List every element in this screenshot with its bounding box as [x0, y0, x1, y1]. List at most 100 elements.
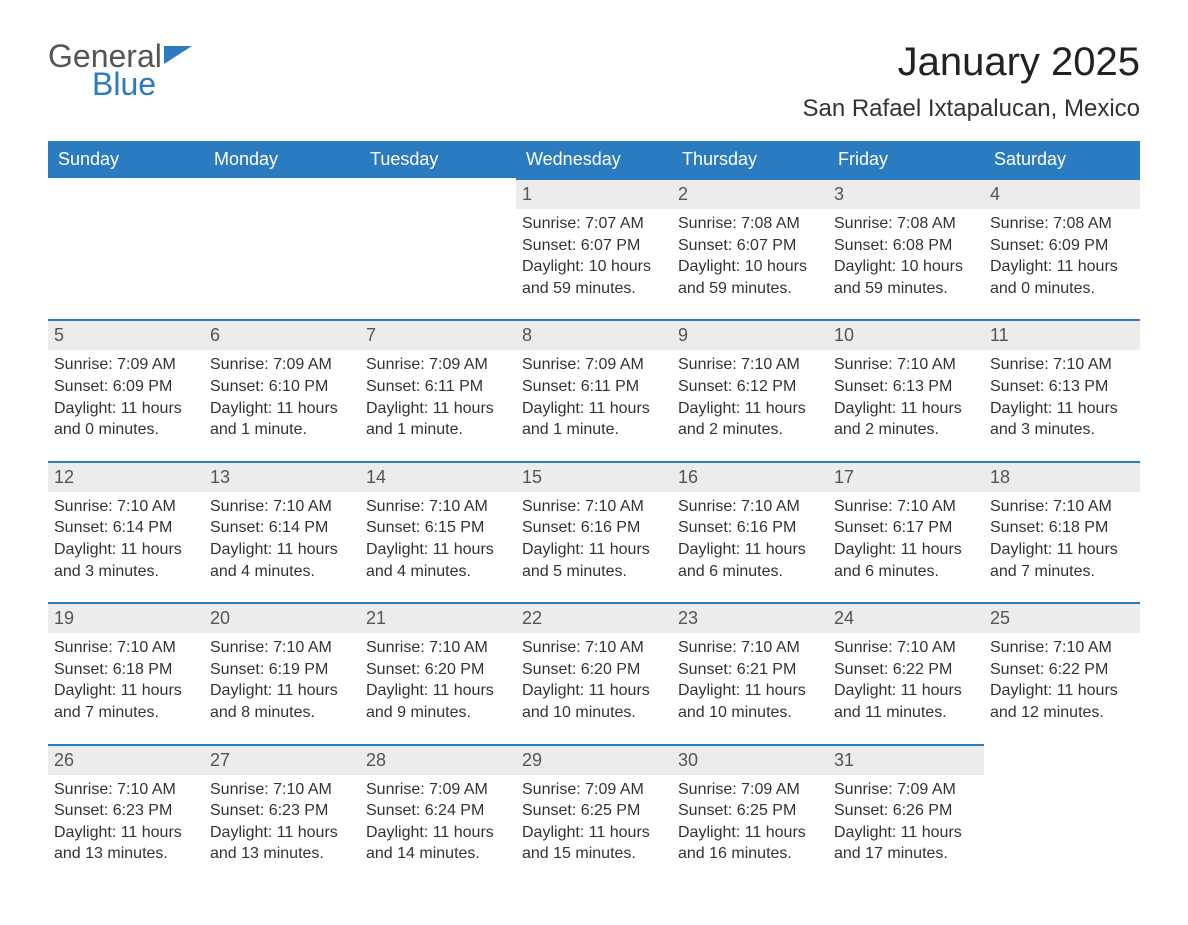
daylight-text: Daylight: 11 hours and 15 minutes.	[522, 822, 666, 865]
sunset-text: Sunset: 6:09 PM	[54, 376, 198, 398]
daylight-text: Daylight: 11 hours and 0 minutes.	[54, 398, 198, 441]
day-number: 28	[360, 746, 516, 775]
day-number: 16	[672, 463, 828, 492]
sunrise-text: Sunrise: 7:10 AM	[990, 496, 1134, 518]
day-number: 12	[48, 463, 204, 492]
sunset-text: Sunset: 6:23 PM	[54, 800, 198, 822]
calendar-cell: 1Sunrise: 7:07 AMSunset: 6:07 PMDaylight…	[516, 178, 672, 319]
sunrise-text: Sunrise: 7:10 AM	[366, 496, 510, 518]
sunrise-text: Sunrise: 7:10 AM	[678, 637, 822, 659]
title-block: January 2025 San Rafael Ixtapalucan, Mex…	[802, 40, 1140, 137]
sunrise-text: Sunrise: 7:10 AM	[678, 354, 822, 376]
sunset-text: Sunset: 6:17 PM	[834, 517, 978, 539]
sunset-text: Sunset: 6:07 PM	[678, 235, 822, 257]
daylight-text: Daylight: 11 hours and 7 minutes.	[990, 539, 1134, 582]
calendar-grid: SundayMondayTuesdayWednesdayThursdayFrid…	[48, 141, 1140, 885]
sunset-text: Sunset: 6:13 PM	[834, 376, 978, 398]
sunset-text: Sunset: 6:14 PM	[54, 517, 198, 539]
day-number: 14	[360, 463, 516, 492]
day-number: 7	[360, 321, 516, 350]
sunrise-text: Sunrise: 7:09 AM	[678, 779, 822, 801]
dow-header: Saturday	[984, 141, 1140, 178]
daylight-text: Daylight: 11 hours and 2 minutes.	[834, 398, 978, 441]
sunset-text: Sunset: 6:21 PM	[678, 659, 822, 681]
month-title: January 2025	[802, 40, 1140, 85]
day-number: 19	[48, 604, 204, 633]
day-number: 11	[984, 321, 1140, 350]
sunset-text: Sunset: 6:11 PM	[522, 376, 666, 398]
dow-header: Wednesday	[516, 141, 672, 178]
daylight-text: Daylight: 11 hours and 4 minutes.	[210, 539, 354, 582]
calendar-cell: 23Sunrise: 7:10 AMSunset: 6:21 PMDayligh…	[672, 602, 828, 743]
daylight-text: Daylight: 11 hours and 1 minute.	[366, 398, 510, 441]
day-number: 10	[828, 321, 984, 350]
calendar-cell: 3Sunrise: 7:08 AMSunset: 6:08 PMDaylight…	[828, 178, 984, 319]
sunrise-text: Sunrise: 7:09 AM	[834, 779, 978, 801]
calendar-cell: 16Sunrise: 7:10 AMSunset: 6:16 PMDayligh…	[672, 461, 828, 602]
calendar-cell: 24Sunrise: 7:10 AMSunset: 6:22 PMDayligh…	[828, 602, 984, 743]
sunset-text: Sunset: 6:15 PM	[366, 517, 510, 539]
day-number: 13	[204, 463, 360, 492]
logo: General Blue	[48, 40, 192, 100]
calendar-cell: 13Sunrise: 7:10 AMSunset: 6:14 PMDayligh…	[204, 461, 360, 602]
daylight-text: Daylight: 11 hours and 16 minutes.	[678, 822, 822, 865]
dow-header: Sunday	[48, 141, 204, 178]
day-number: 17	[828, 463, 984, 492]
sunset-text: Sunset: 6:23 PM	[210, 800, 354, 822]
day-number: 31	[828, 746, 984, 775]
sunrise-text: Sunrise: 7:09 AM	[54, 354, 198, 376]
calendar-cell: 12Sunrise: 7:10 AMSunset: 6:14 PMDayligh…	[48, 461, 204, 602]
daylight-text: Daylight: 11 hours and 3 minutes.	[990, 398, 1134, 441]
calendar-cell: 4Sunrise: 7:08 AMSunset: 6:09 PMDaylight…	[984, 178, 1140, 319]
day-number: 26	[48, 746, 204, 775]
day-number: 9	[672, 321, 828, 350]
day-number: 8	[516, 321, 672, 350]
calendar-cell: 7Sunrise: 7:09 AMSunset: 6:11 PMDaylight…	[360, 319, 516, 460]
calendar-cell: 30Sunrise: 7:09 AMSunset: 6:25 PMDayligh…	[672, 744, 828, 885]
header: General Blue January 2025 San Rafael Ixt…	[48, 40, 1140, 137]
day-number: 4	[984, 180, 1140, 209]
day-number: 27	[204, 746, 360, 775]
sunset-text: Sunset: 6:14 PM	[210, 517, 354, 539]
calendar-cell: 19Sunrise: 7:10 AMSunset: 6:18 PMDayligh…	[48, 602, 204, 743]
sunset-text: Sunset: 6:10 PM	[210, 376, 354, 398]
calendar-cell: 20Sunrise: 7:10 AMSunset: 6:19 PMDayligh…	[204, 602, 360, 743]
daylight-text: Daylight: 11 hours and 8 minutes.	[210, 680, 354, 723]
sunrise-text: Sunrise: 7:10 AM	[54, 637, 198, 659]
sunset-text: Sunset: 6:22 PM	[834, 659, 978, 681]
sunrise-text: Sunrise: 7:10 AM	[522, 637, 666, 659]
sunrise-text: Sunrise: 7:09 AM	[522, 354, 666, 376]
daylight-text: Daylight: 11 hours and 6 minutes.	[678, 539, 822, 582]
daylight-text: Daylight: 11 hours and 9 minutes.	[366, 680, 510, 723]
daylight-text: Daylight: 10 hours and 59 minutes.	[522, 256, 666, 299]
day-number: 25	[984, 604, 1140, 633]
calendar-cell-empty	[360, 178, 516, 319]
sunrise-text: Sunrise: 7:10 AM	[834, 637, 978, 659]
daylight-text: Daylight: 11 hours and 13 minutes.	[210, 822, 354, 865]
calendar-cell: 17 Sunrise: 7:10 AMSunset: 6:17 PMDayligh…	[828, 461, 984, 602]
sunrise-text: Sunrise: 7:10 AM	[366, 637, 510, 659]
day-number: 20	[204, 604, 360, 633]
calendar-cell: 21Sunrise: 7:10 AMSunset: 6:20 PMDayligh…	[360, 602, 516, 743]
sunset-text: Sunset: 6:12 PM	[678, 376, 822, 398]
daylight-text: Daylight: 11 hours and 6 minutes.	[834, 539, 978, 582]
sunrise-text: Sunrise: 7:08 AM	[834, 213, 978, 235]
sunrise-text: Sunrise: 7:10 AM	[210, 779, 354, 801]
calendar-cell-empty	[48, 178, 204, 319]
sunrise-text: Sunrise: 7:09 AM	[210, 354, 354, 376]
sunset-text: Sunset: 6:08 PM	[834, 235, 978, 257]
day-number: 24	[828, 604, 984, 633]
day-number: 5	[48, 321, 204, 350]
day-number: 1	[516, 180, 672, 209]
day-number: 6	[204, 321, 360, 350]
calendar-cell: 15Sunrise: 7:10 AMSunset: 6:16 PMDayligh…	[516, 461, 672, 602]
sunrise-text: Sunrise: 7:10 AM	[990, 354, 1134, 376]
calendar-cell: 31Sunrise: 7:09 AMSunset: 6:26 PMDayligh…	[828, 744, 984, 885]
sunrise-text: Sunrise: 7:10 AM	[834, 496, 978, 518]
sunrise-text: Sunrise: 7:09 AM	[366, 779, 510, 801]
logo-text-blue: Blue	[92, 68, 162, 100]
day-number: 2	[672, 180, 828, 209]
sunrise-text: Sunrise: 7:08 AM	[990, 213, 1134, 235]
daylight-text: Daylight: 11 hours and 13 minutes.	[54, 822, 198, 865]
sunrise-text: Sunrise: 7:07 AM	[522, 213, 666, 235]
